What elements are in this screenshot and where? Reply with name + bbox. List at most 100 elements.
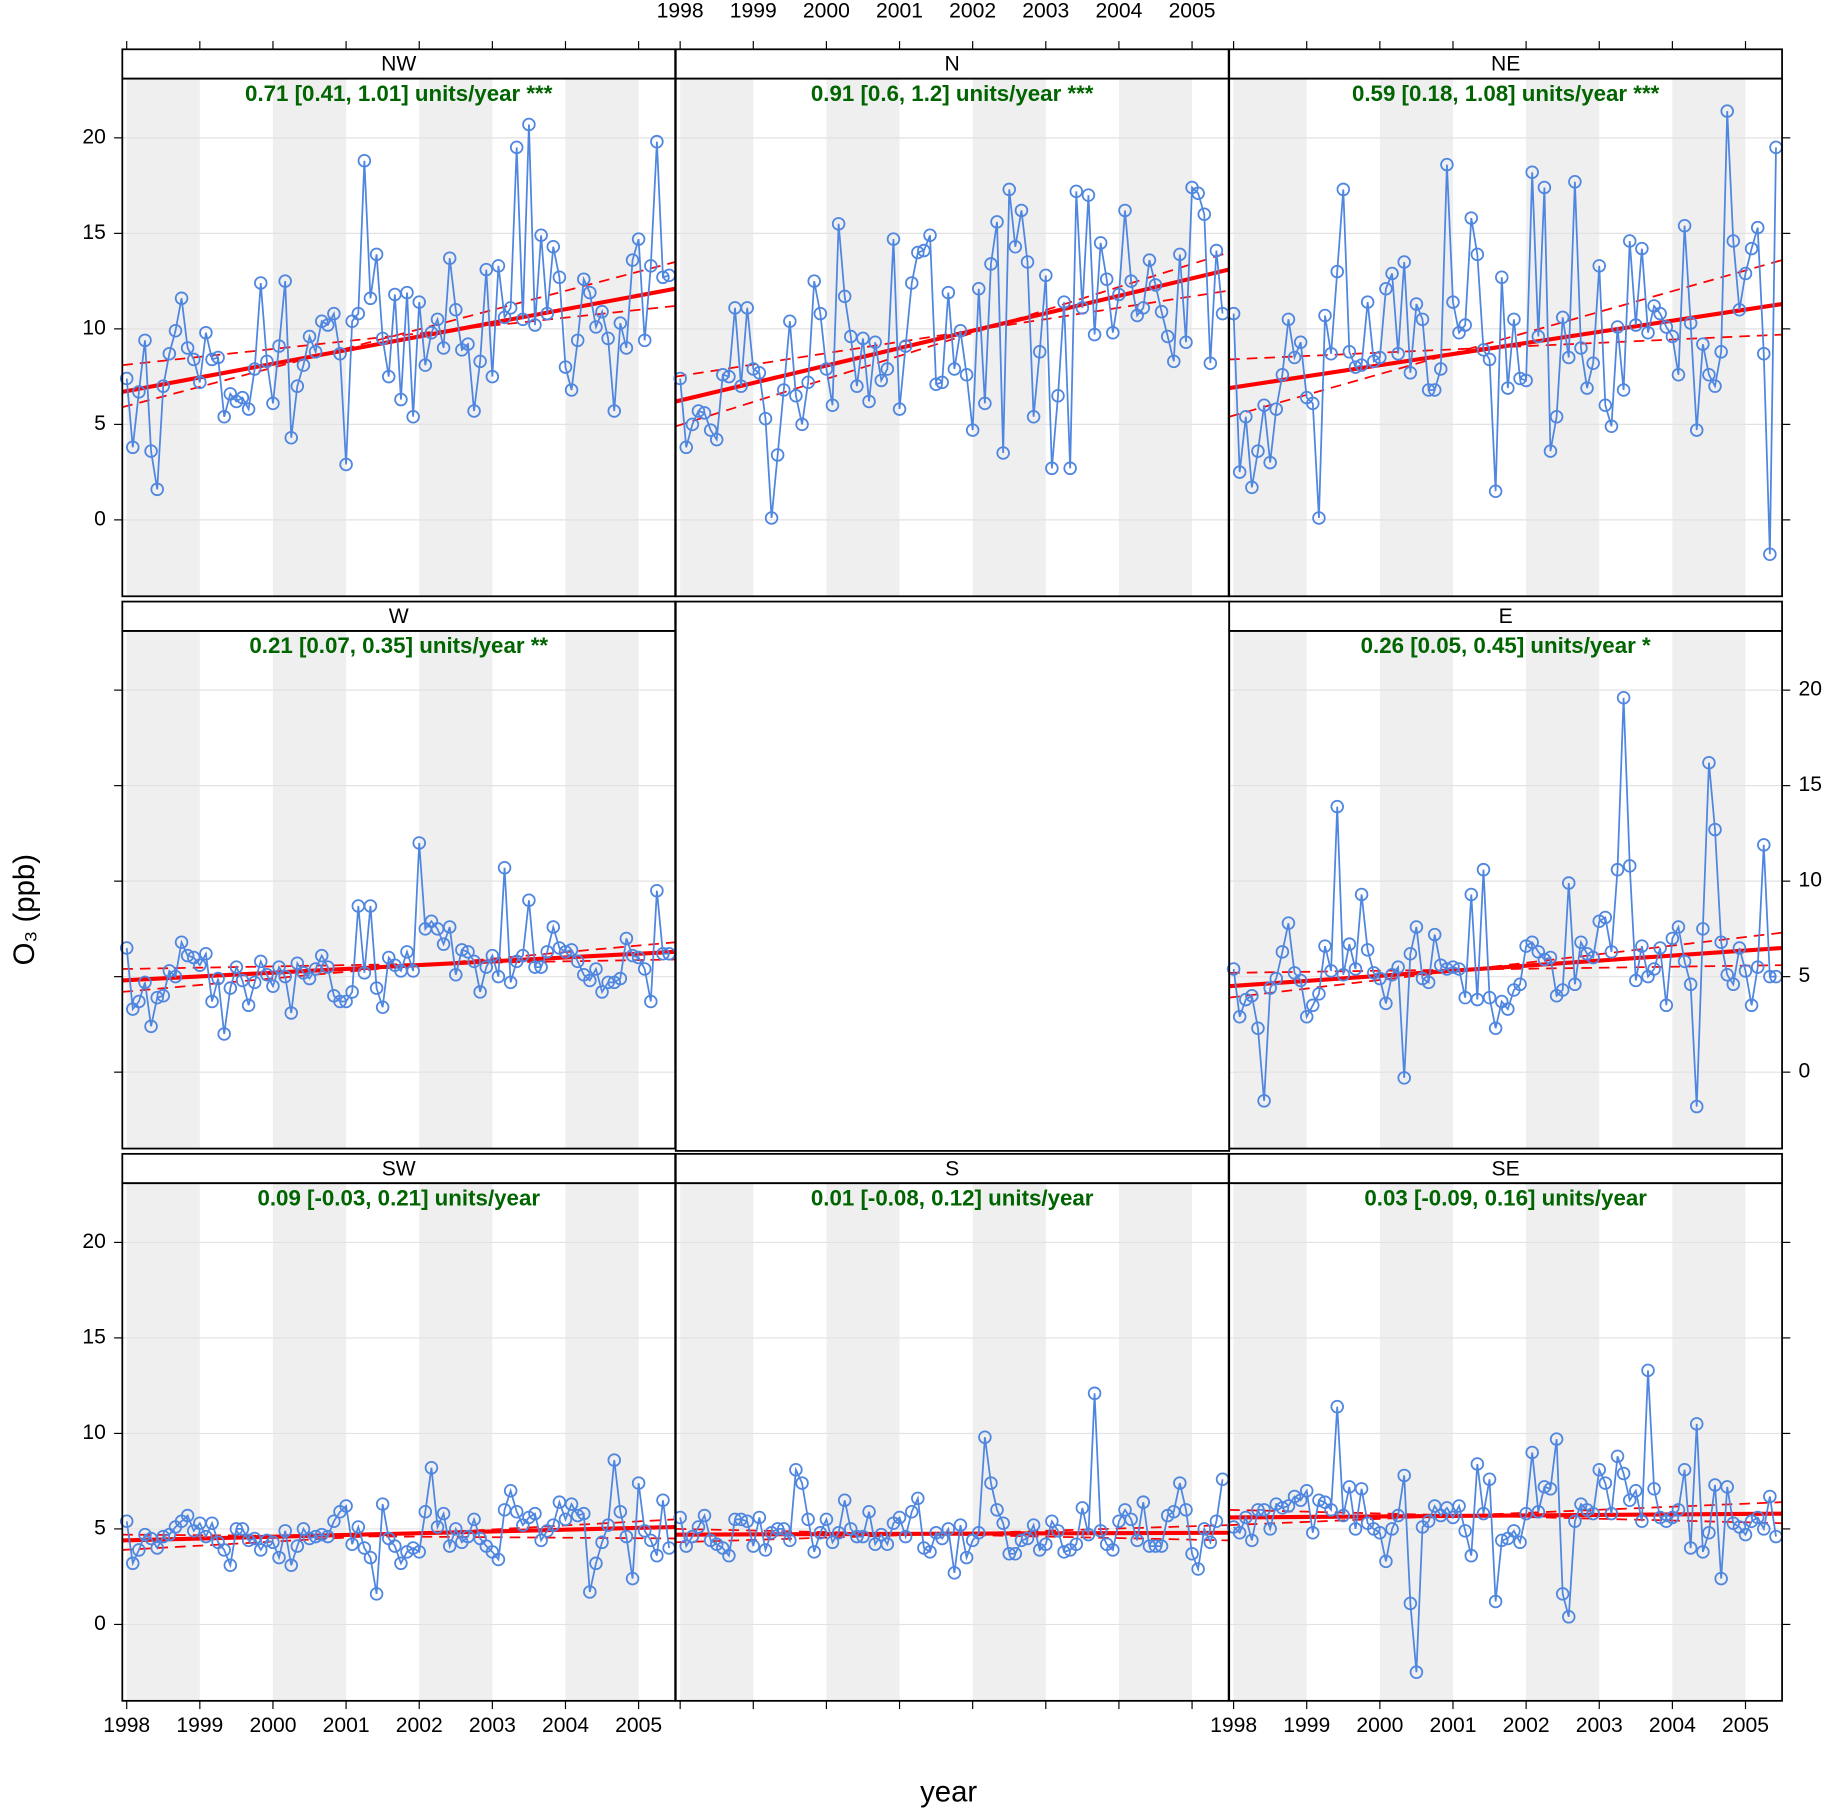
data-point — [1629, 973, 1643, 988]
data-point — [199, 1529, 213, 1544]
data-point — [247, 362, 262, 376]
data-point — [1543, 1482, 1558, 1496]
data-point — [856, 1529, 870, 1544]
data-point — [528, 960, 542, 974]
data-point — [1130, 1533, 1144, 1548]
y-tick-label: 15 — [1799, 773, 1822, 796]
data-point — [1763, 547, 1777, 562]
data-point — [1306, 998, 1320, 1013]
data-point — [1336, 1508, 1351, 1523]
data-point — [1610, 320, 1625, 334]
data-point — [321, 318, 335, 332]
data-point — [461, 337, 475, 351]
data-point — [509, 140, 524, 155]
data-point — [1763, 969, 1777, 984]
data-point — [1373, 971, 1387, 986]
data-point — [369, 981, 384, 995]
data-point — [314, 1527, 329, 1542]
data-point — [1513, 371, 1527, 386]
data-point — [156, 989, 171, 1003]
data-point — [534, 960, 548, 974]
data-point — [400, 945, 414, 959]
data-point — [740, 1514, 754, 1529]
data-point — [1093, 236, 1108, 250]
data-point — [1081, 188, 1096, 202]
panel: 0.59 [0.18, 1.08] units/year *** NE — [1226, 41, 1791, 598]
data-point — [905, 1504, 919, 1519]
annotation: 0.59 [0.18, 1.08] units/year *** — [1352, 81, 1660, 106]
data-point — [290, 956, 305, 971]
data-point — [1063, 461, 1077, 476]
data-point — [1531, 329, 1546, 344]
data-point — [284, 1006, 298, 1020]
data-point — [1373, 1525, 1387, 1540]
data-point — [284, 431, 298, 445]
data-point — [1293, 973, 1308, 988]
data-point — [1124, 274, 1138, 288]
data-point — [485, 948, 500, 963]
data-point — [1702, 367, 1716, 382]
year-band — [1379, 630, 1453, 1149]
data-point — [503, 1483, 518, 1498]
data-point — [254, 276, 268, 290]
data-point — [589, 320, 603, 334]
data-point — [503, 301, 518, 315]
data-point — [1726, 977, 1741, 992]
data-point — [162, 346, 177, 361]
panel: 0.21 [0.07, 0.35] units/year ** W — [114, 600, 677, 1150]
data-point — [1513, 977, 1527, 992]
data-point — [1732, 941, 1747, 955]
data-point — [1397, 1071, 1411, 1085]
data-point — [333, 994, 347, 1009]
data-point — [528, 1506, 542, 1521]
data-point — [1549, 1432, 1564, 1446]
data-point — [229, 960, 244, 974]
data-point — [1476, 1506, 1491, 1521]
data-point — [1239, 409, 1253, 424]
annotation: 0.01 [-0.08, 0.12] units/year — [811, 1186, 1094, 1211]
data-point — [540, 945, 554, 959]
data-point — [1075, 1501, 1090, 1515]
data-point — [339, 994, 353, 1009]
annotation: 0.26 [0.05, 0.45] units/year * — [1361, 633, 1651, 658]
data-point — [1179, 335, 1193, 349]
data-point — [996, 446, 1010, 460]
x-tick-label: 2003 — [469, 1714, 516, 1737]
year-band — [126, 630, 200, 1149]
data-point — [1306, 396, 1320, 411]
x-tick-label: 2000 — [249, 1714, 296, 1737]
y-axis-title: O₃ (ppb) — [8, 854, 41, 965]
data-point — [1732, 303, 1747, 317]
x-tick-label: 2005 — [1169, 0, 1216, 22]
data-point — [1726, 234, 1741, 248]
data-point — [1586, 356, 1600, 371]
data-point — [1354, 887, 1369, 902]
data-point — [260, 967, 274, 982]
data-point — [174, 291, 189, 306]
y-tick-label: 0 — [1799, 1060, 1811, 1083]
data-point — [1118, 1503, 1132, 1517]
data-point — [424, 1461, 439, 1475]
data-point — [971, 1525, 986, 1540]
data-point — [583, 973, 597, 988]
data-point — [150, 1541, 164, 1555]
data-point — [1051, 1524, 1065, 1538]
data-point — [583, 1585, 597, 1599]
data-point — [1427, 927, 1442, 942]
data-point — [1057, 1545, 1071, 1559]
data-point — [156, 379, 171, 393]
data-point — [1348, 360, 1363, 374]
x-tick-label: 1998 — [657, 0, 704, 22]
data-point — [752, 1510, 767, 1525]
year-band — [126, 78, 200, 597]
data-point — [831, 217, 846, 231]
data-point — [1203, 356, 1218, 371]
data-point — [1318, 939, 1332, 953]
data-point — [1720, 967, 1734, 982]
data-point — [595, 304, 609, 319]
data-point — [1391, 346, 1405, 361]
data-point — [1738, 266, 1753, 281]
data-point — [296, 1522, 311, 1536]
data-point — [522, 117, 536, 132]
data-point — [619, 1529, 634, 1544]
